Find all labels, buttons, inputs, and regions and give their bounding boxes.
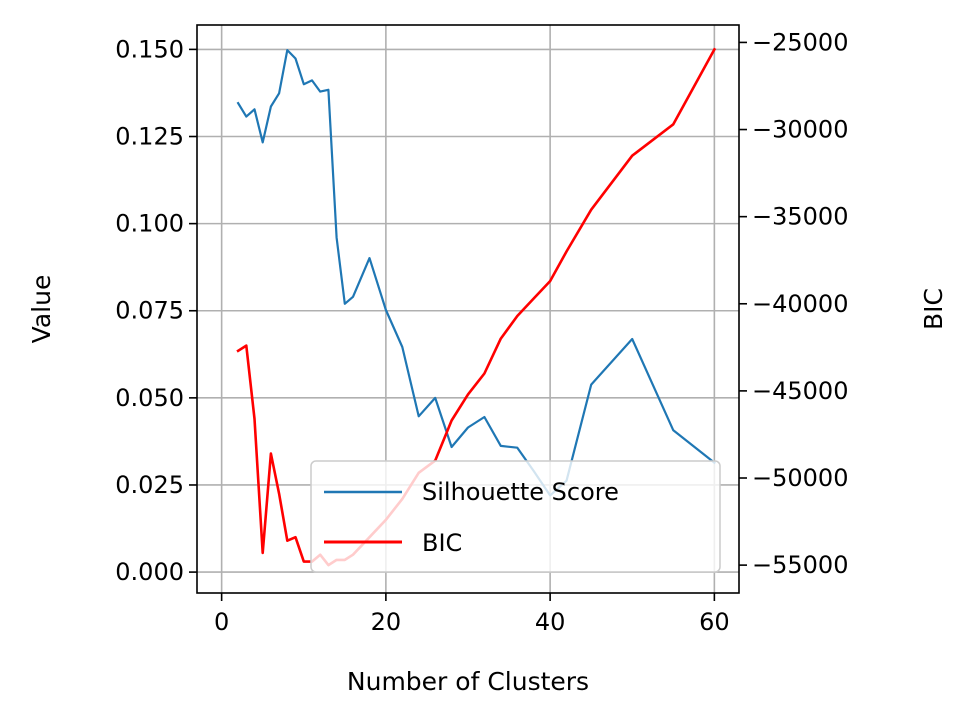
x-axis: 0 20 40 60	[214, 593, 730, 636]
y2-tick-label: −40000	[752, 290, 848, 318]
y-axis-left: 0.000 0.025 0.050 0.075 0.100 0.125 0.150	[115, 35, 197, 586]
y2-tick-label: −35000	[752, 203, 848, 231]
y2-tick-label: −45000	[752, 377, 848, 405]
y-tick-label: 0.025	[115, 471, 184, 499]
x-axis-label: Number of Clusters	[347, 667, 589, 696]
y2-tick-label: −30000	[752, 116, 848, 144]
plot-frame	[196, 24, 740, 594]
y-axis-label: Value	[27, 275, 56, 344]
y-tick-label: 0.000	[115, 558, 184, 586]
y-tick-label: 0.125	[115, 123, 184, 151]
y-axis-right: −55000 −50000 −45000 −40000 −35000 −30000 −250…	[739, 28, 848, 579]
legend-label-silhouette: Silhouette Score	[422, 478, 619, 506]
x-tick-label: 60	[699, 608, 730, 636]
y2-tick-label: −50000	[752, 464, 848, 492]
y-tick-label: 0.050	[115, 384, 184, 412]
legend-label-bic: BIC	[422, 529, 462, 557]
y-tick-label: 0.150	[115, 35, 184, 63]
y2-axis-label: BIC	[919, 288, 948, 330]
x-tick-label: 40	[535, 608, 566, 636]
y2-tick-label: −25000	[752, 28, 848, 56]
x-tick-label: 0	[214, 608, 229, 636]
x-tick-label: 20	[371, 608, 402, 636]
y-tick-label: 0.100	[115, 210, 184, 238]
legend-box	[310, 460, 721, 573]
legend: Silhouette Score BIC	[310, 460, 721, 573]
y2-tick-label: −55000	[752, 551, 848, 579]
y-tick-label: 0.075	[115, 297, 184, 325]
